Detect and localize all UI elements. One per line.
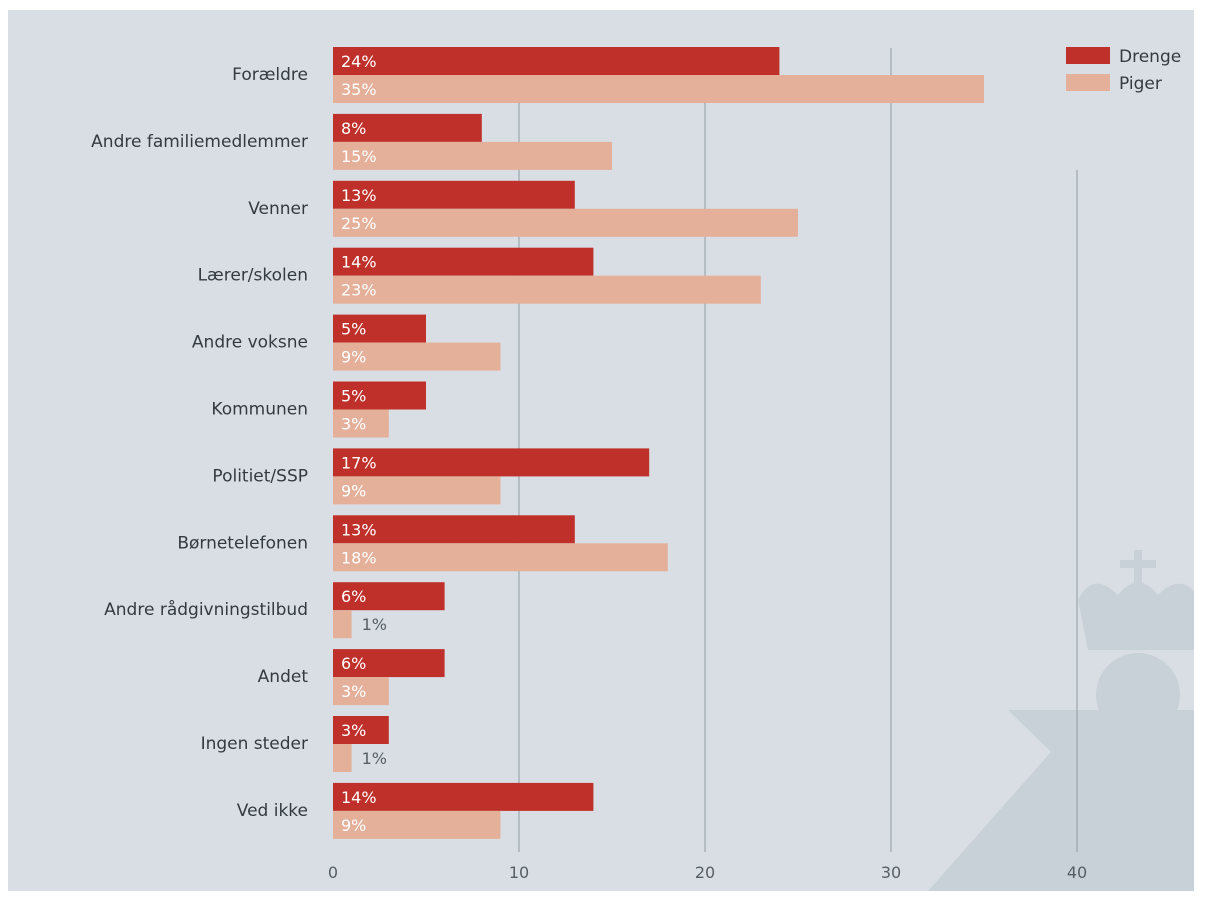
data-label: 9% <box>341 816 366 835</box>
watermark-emblem <box>928 550 1194 891</box>
data-label: 23% <box>341 281 377 300</box>
x-tick-label: 0 <box>328 863 338 882</box>
bar-drenge <box>333 582 445 611</box>
data-label: 24% <box>341 52 377 71</box>
data-label: 17% <box>341 453 377 472</box>
bar-drenge <box>333 314 426 343</box>
bar-drenge <box>333 247 594 276</box>
data-label: 13% <box>341 186 377 205</box>
bar-drenge <box>333 381 426 410</box>
category-label: Kommunen <box>211 400 308 420</box>
data-label: 3% <box>341 682 366 701</box>
legend-swatch <box>1066 74 1110 91</box>
bar-piger <box>333 677 389 706</box>
x-tick-label: 10 <box>509 863 529 882</box>
data-label: 14% <box>341 253 377 272</box>
bar-piger <box>333 543 668 572</box>
category-label: Ved ikke <box>237 801 308 821</box>
category-label: Lærer/skolen <box>198 266 308 286</box>
data-label: 14% <box>341 788 377 807</box>
data-label: 6% <box>341 654 366 673</box>
bar-piger <box>333 75 984 103</box>
data-label: 9% <box>341 481 366 500</box>
data-label: 8% <box>341 119 366 138</box>
legend-swatch <box>1066 47 1110 64</box>
category-label: Andet <box>258 667 309 687</box>
bar-chart: Forældre 24% 35% Andre familiemedlemmer 8% 15… <box>91 47 1194 891</box>
category-label: Børnetelefonen <box>177 533 308 553</box>
category-label: Andre familiemedlemmer <box>91 132 308 152</box>
bar-drenge <box>333 113 482 142</box>
bar-drenge <box>333 47 780 75</box>
chart-panel: Forældre 24% 35% Andre familiemedlemmer 8% 15… <box>8 10 1194 891</box>
bar-piger <box>333 476 501 505</box>
category-label: Venner <box>248 199 308 219</box>
data-label: 1% <box>362 615 387 634</box>
bar-piger <box>333 208 798 237</box>
bar-drenge <box>333 782 594 811</box>
bar-piger <box>333 610 352 639</box>
x-tick-label: 30 <box>881 863 901 882</box>
data-label: 18% <box>341 548 377 567</box>
bar-drenge <box>333 180 575 209</box>
data-label: 13% <box>341 520 377 539</box>
category-label: Ingen steder <box>201 734 308 754</box>
data-label: 5% <box>341 387 366 406</box>
category-label: Forældre <box>232 65 308 85</box>
data-label: 5% <box>341 320 366 339</box>
bar-piger <box>333 342 501 371</box>
bar-drenge <box>333 448 650 477</box>
data-label: 25% <box>341 214 377 233</box>
bar-piger <box>333 141 612 170</box>
x-tick-label: 20 <box>695 863 715 882</box>
bar-drenge <box>333 515 575 544</box>
bar-piger <box>333 810 501 839</box>
data-label: 35% <box>341 80 377 99</box>
category-label: Politiet/SSP <box>212 466 308 486</box>
data-label: 9% <box>341 348 366 367</box>
data-label: 1% <box>362 749 387 768</box>
category-label: Andre rådgivningstilbud <box>104 599 308 620</box>
x-tick-label: 40 <box>1067 863 1087 882</box>
data-label: 3% <box>341 721 366 740</box>
data-label: 3% <box>341 415 366 434</box>
bar-piger <box>333 409 389 438</box>
bar-drenge <box>333 649 445 678</box>
category-label: Andre voksne <box>192 333 308 353</box>
bar-piger <box>333 744 352 772</box>
legend-label: Drenge <box>1119 47 1181 67</box>
bar-piger <box>333 275 761 304</box>
legend-label: Piger <box>1119 74 1162 94</box>
bar-drenge <box>333 716 389 744</box>
data-label: 6% <box>341 587 366 606</box>
data-label: 15% <box>341 147 377 166</box>
